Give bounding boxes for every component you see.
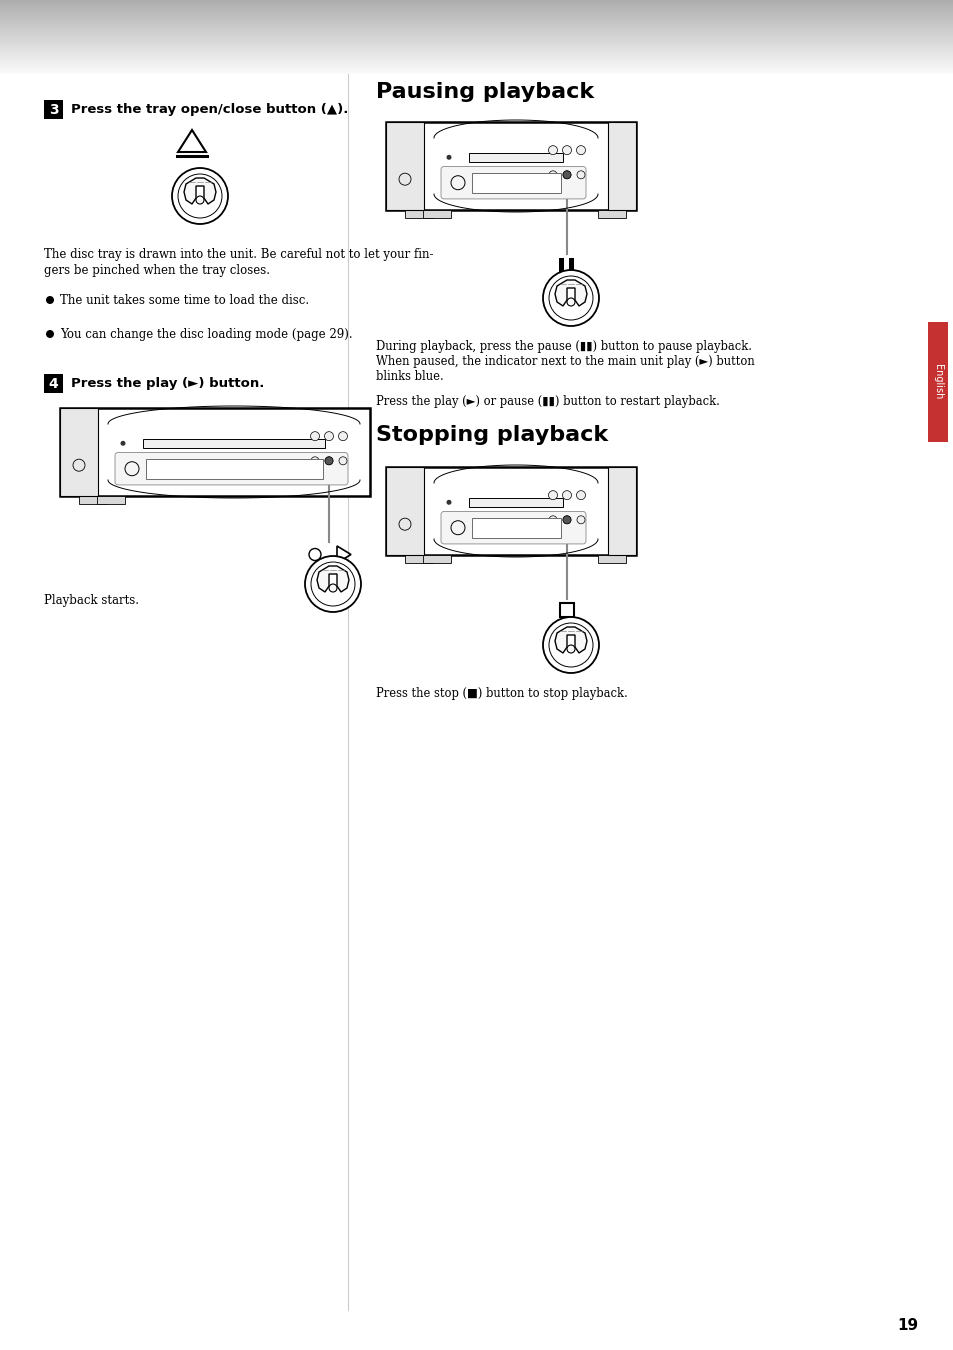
Bar bbox=[558, 258, 563, 274]
Text: gers be pinched when the tray closes.: gers be pinched when the tray closes. bbox=[44, 265, 270, 277]
Circle shape bbox=[562, 516, 571, 524]
Bar bbox=[469, 498, 562, 506]
Bar bbox=[422, 211, 451, 217]
Bar bbox=[60, 408, 370, 495]
Bar bbox=[469, 153, 562, 162]
Circle shape bbox=[46, 329, 54, 338]
Bar bbox=[422, 555, 451, 563]
Bar bbox=[79, 495, 107, 504]
Text: Playback starts.: Playback starts. bbox=[44, 594, 139, 608]
Text: English: English bbox=[932, 364, 942, 400]
Bar bbox=[386, 122, 423, 211]
Circle shape bbox=[120, 441, 126, 446]
Circle shape bbox=[562, 171, 571, 178]
Text: You can change the disc loading mode (page 29).: You can change the disc loading mode (pa… bbox=[60, 328, 353, 342]
Circle shape bbox=[548, 171, 557, 178]
Bar bbox=[927, 323, 947, 441]
Bar bbox=[607, 122, 636, 211]
Text: Pausing playback: Pausing playback bbox=[375, 82, 594, 103]
Circle shape bbox=[548, 146, 557, 155]
Text: During playback, press the pause (▮▮) button to pause playback.: During playback, press the pause (▮▮) bu… bbox=[375, 340, 751, 352]
Bar bbox=[143, 439, 325, 448]
Text: When paused, the indicator next to the main unit play (►) button: When paused, the indicator next to the m… bbox=[375, 355, 754, 369]
Circle shape bbox=[542, 270, 598, 325]
Circle shape bbox=[548, 490, 557, 500]
Bar bbox=[559, 603, 574, 617]
Text: 19: 19 bbox=[897, 1318, 918, 1332]
Circle shape bbox=[310, 432, 319, 440]
Circle shape bbox=[566, 645, 575, 653]
Text: The unit takes some time to load the disc.: The unit takes some time to load the dis… bbox=[60, 294, 309, 306]
Bar bbox=[60, 408, 98, 495]
Circle shape bbox=[542, 617, 598, 674]
Bar bbox=[44, 100, 63, 119]
Circle shape bbox=[329, 585, 336, 593]
Text: Press the stop (■) button to stop playback.: Press the stop (■) button to stop playba… bbox=[375, 687, 627, 701]
Polygon shape bbox=[184, 178, 215, 204]
Text: Press the play (►) or pause (▮▮) button to restart playback.: Press the play (►) or pause (▮▮) button … bbox=[375, 396, 720, 408]
Text: blinks blue.: blinks blue. bbox=[375, 370, 443, 383]
Text: 3: 3 bbox=[49, 103, 58, 116]
Text: Stopping playback: Stopping playback bbox=[375, 425, 607, 446]
Circle shape bbox=[305, 556, 360, 612]
Polygon shape bbox=[316, 566, 349, 593]
Circle shape bbox=[566, 298, 575, 306]
Circle shape bbox=[562, 171, 571, 178]
Bar bbox=[598, 555, 625, 563]
Circle shape bbox=[172, 167, 228, 224]
Circle shape bbox=[446, 155, 451, 159]
FancyBboxPatch shape bbox=[440, 512, 585, 544]
Bar bbox=[405, 211, 433, 217]
Circle shape bbox=[548, 622, 593, 667]
Circle shape bbox=[338, 456, 347, 464]
Circle shape bbox=[562, 490, 571, 500]
Circle shape bbox=[577, 516, 584, 524]
Circle shape bbox=[195, 196, 204, 204]
Circle shape bbox=[562, 516, 571, 524]
Text: The disc tray is drawn into the unit. Be careful not to let your fin-: The disc tray is drawn into the unit. Be… bbox=[44, 248, 433, 261]
Circle shape bbox=[548, 275, 593, 320]
Bar bbox=[607, 467, 636, 555]
Bar bbox=[97, 495, 125, 504]
Text: Press the tray open/close button (▲).: Press the tray open/close button (▲). bbox=[71, 103, 348, 116]
Circle shape bbox=[46, 296, 54, 304]
Circle shape bbox=[577, 171, 584, 178]
FancyBboxPatch shape bbox=[115, 452, 348, 485]
Circle shape bbox=[548, 516, 557, 524]
Bar bbox=[598, 211, 625, 217]
Circle shape bbox=[325, 456, 333, 464]
Circle shape bbox=[178, 174, 222, 217]
Circle shape bbox=[324, 432, 334, 440]
Circle shape bbox=[325, 456, 333, 464]
Polygon shape bbox=[555, 279, 586, 306]
Bar bbox=[146, 459, 323, 479]
Circle shape bbox=[576, 146, 585, 155]
FancyBboxPatch shape bbox=[440, 166, 585, 198]
Circle shape bbox=[311, 456, 318, 464]
Circle shape bbox=[311, 562, 355, 606]
Bar bbox=[405, 555, 433, 563]
Text: Press the play (►) button.: Press the play (►) button. bbox=[71, 377, 264, 390]
Bar bbox=[472, 517, 560, 537]
Bar bbox=[472, 173, 560, 193]
Circle shape bbox=[446, 500, 451, 505]
Circle shape bbox=[576, 490, 585, 500]
Text: 4: 4 bbox=[49, 377, 58, 390]
Bar bbox=[568, 258, 574, 274]
Polygon shape bbox=[555, 626, 586, 653]
Bar bbox=[386, 467, 636, 555]
Circle shape bbox=[338, 432, 347, 440]
Bar bbox=[386, 122, 636, 211]
Circle shape bbox=[562, 146, 571, 155]
Bar bbox=[386, 467, 423, 555]
Bar bbox=[44, 374, 63, 393]
